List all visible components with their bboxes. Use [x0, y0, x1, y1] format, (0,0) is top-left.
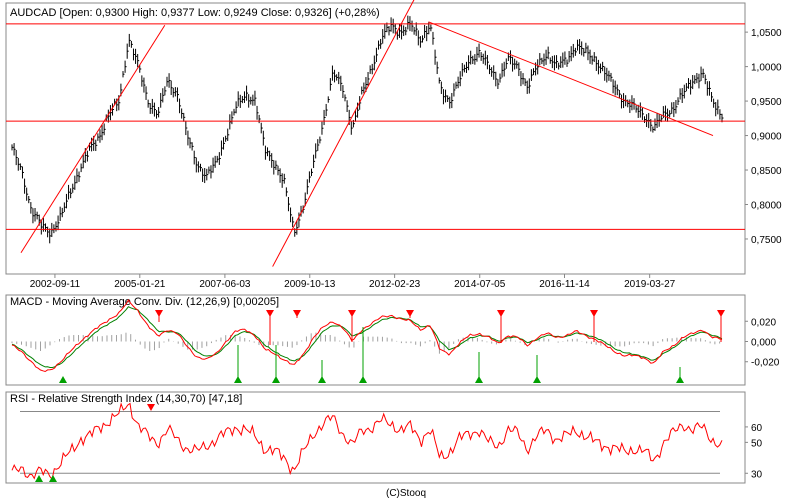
rsi-panel: [5, 391, 746, 484]
macd-y-axis: 0,020 0,000 -0,020: [745, 317, 780, 369]
macd-y-tick-label: 0,000: [751, 338, 776, 349]
price-x-tick-label: 2019-03-27: [624, 279, 676, 290]
macd-sell-marker: [590, 310, 598, 317]
price-title: AUDCAD [Open: 0,9300 High: 0,9377 Low: 0…: [10, 7, 380, 19]
price-x-tick-label: 2002-09-11: [30, 279, 81, 290]
price-layer: [6, 0, 745, 267]
trend-line: [272, 0, 415, 267]
macd-buy-marker: [234, 376, 242, 383]
price-y-tick-label: 1,0500: [751, 28, 782, 39]
price-y-tick-label: 0,8000: [751, 201, 782, 212]
macd-y-tick-label: 0,020: [751, 317, 776, 328]
rsi-buy-marker: [35, 475, 43, 482]
macd-title: MACD - Moving Average Conv. Div. (12,26,…: [10, 296, 279, 308]
macd-buy-marker: [676, 376, 684, 383]
macd-y-tick-label: -0,020: [751, 358, 780, 369]
macd-line: [11, 298, 723, 373]
macd-layer: [11, 298, 725, 383]
macd-buy-marker: [533, 376, 541, 383]
macd-buy-marker: [272, 376, 280, 383]
macd-panel: [5, 294, 746, 386]
macd-sell-marker: [497, 310, 505, 317]
price-x-tick-label: 2005-01-21: [114, 279, 166, 290]
macd-buy-marker: [359, 376, 367, 383]
macd-buy-marker: [59, 376, 67, 383]
footer-credit: (C)Stooq: [386, 488, 426, 499]
price-y-axis: 1,0500 1,0000 0,9500 0,9000 0,8500 0,8000 0,75…: [745, 28, 782, 246]
price-x-tick-label: 2012-02-23: [369, 279, 421, 290]
trend-line: [428, 21, 714, 137]
rsi-title: RSI - Relative Strength Index (14,30,70)…: [10, 393, 242, 405]
macd-signal-line: [11, 306, 723, 368]
price-y-tick-label: 0,9500: [751, 97, 782, 108]
rsi-layer: [11, 402, 723, 482]
rsi-y-tick-label: 60: [751, 423, 763, 434]
price-panel: [5, 2, 746, 275]
macd-buy-marker: [475, 376, 483, 383]
price-y-tick-label: 1,0000: [751, 63, 782, 74]
rsi-y-tick-label: 30: [751, 469, 763, 480]
macd-sell-marker: [717, 310, 725, 317]
price-x-tick-label: 2014-07-05: [454, 279, 506, 290]
rsi-line: [11, 402, 723, 481]
macd-sell-marker: [155, 310, 163, 317]
macd-sell-marker: [293, 310, 301, 317]
macd-sell-marker: [348, 310, 356, 317]
price-x-tick-label: 2007-06-03: [199, 279, 251, 290]
rsi-y-tick-label: 50: [751, 438, 763, 449]
price-x-axis: 2002-09-11 2005-01-21 2007-06-03 2009-10-13…: [30, 274, 676, 290]
macd-buy-marker: [318, 376, 326, 383]
price-y-tick-label: 0,9000: [751, 132, 782, 143]
price-x-tick-label: 2009-10-13: [284, 279, 336, 290]
rsi-y-axis: 60 50 30: [745, 423, 763, 480]
rsi-buy-marker: [49, 475, 57, 482]
macd-sell-marker: [406, 310, 414, 317]
price-y-tick-label: 0,8500: [751, 166, 782, 177]
macd-sell-marker: [266, 310, 274, 317]
price-x-tick-label: 2016-11-14: [539, 279, 590, 290]
price-y-tick-label: 0,7500: [751, 235, 782, 246]
trend-line: [20, 24, 166, 254]
rsi-sell-marker: [147, 404, 155, 411]
